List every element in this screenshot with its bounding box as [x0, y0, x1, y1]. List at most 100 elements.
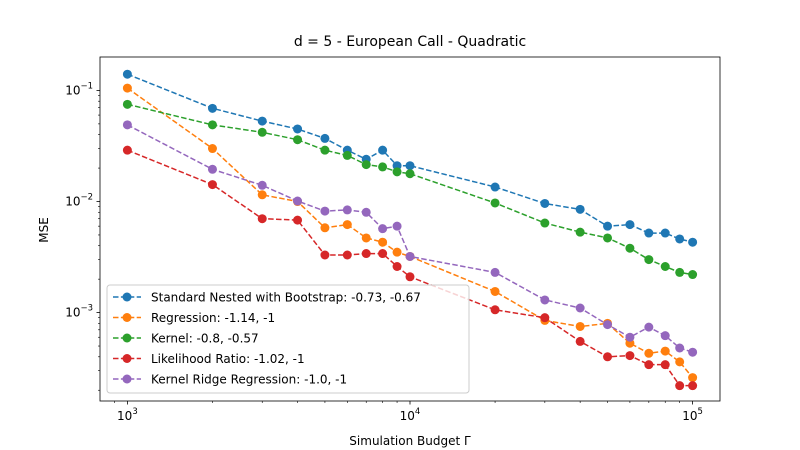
data-point [320, 145, 330, 155]
data-point [540, 295, 550, 305]
legend-label: Kernel: -0.8, -0.57 [151, 332, 259, 346]
y-tick-label: 10−2 [65, 193, 93, 209]
data-point [603, 352, 613, 362]
data-point [675, 234, 685, 244]
data-point [342, 250, 352, 260]
data-point [378, 145, 388, 155]
data-point [490, 198, 500, 208]
data-point [575, 227, 585, 237]
data-point [361, 207, 371, 217]
data-point [675, 343, 685, 353]
plot-area: 103 104 105 10−1 10−2 10−3 [65, 56, 721, 423]
data-point [490, 286, 500, 296]
legend-label: Regression: -1.14, -1 [151, 311, 275, 325]
data-point [405, 169, 415, 179]
data-point [405, 161, 415, 171]
data-point [490, 267, 500, 277]
data-point [540, 218, 550, 228]
data-point [122, 145, 132, 155]
data-point [122, 99, 132, 109]
data-point [378, 249, 388, 259]
data-point [257, 190, 267, 200]
data-point [644, 255, 654, 265]
data-point [257, 180, 267, 190]
data-point [342, 150, 352, 160]
data-point [293, 124, 303, 134]
data-point [660, 346, 670, 356]
data-point [378, 237, 388, 247]
data-point [378, 162, 388, 172]
data-point [361, 233, 371, 243]
data-point [257, 116, 267, 126]
data-point [122, 69, 132, 79]
x-tick-label: 105 [682, 407, 703, 423]
data-point [405, 272, 415, 282]
data-point [603, 233, 613, 243]
data-point [392, 167, 402, 177]
data-point [342, 205, 352, 215]
data-point [320, 250, 330, 260]
data-point [392, 262, 402, 272]
data-point [207, 180, 217, 190]
data-point [320, 133, 330, 143]
data-point [257, 214, 267, 224]
data-point [675, 381, 685, 391]
data-point [603, 221, 613, 231]
y-tick-label: 10−3 [65, 304, 93, 320]
legend-label: Standard Nested with Bootstrap: -0.73, -… [151, 291, 421, 305]
legend-label: Kernel Ridge Regression: -1.0, -1 [151, 373, 347, 387]
data-point [575, 303, 585, 313]
data-point [625, 332, 635, 342]
data-point [405, 251, 415, 261]
data-point [644, 360, 654, 370]
data-point [361, 249, 371, 259]
data-point [342, 220, 352, 230]
data-point [660, 262, 670, 272]
legend-marker [122, 333, 132, 343]
data-point [675, 357, 685, 367]
data-point [660, 331, 670, 341]
data-point [644, 228, 654, 238]
data-point [293, 135, 303, 145]
data-point [660, 228, 670, 238]
data-point [320, 206, 330, 216]
chart-title: d = 5 - European Call - Quadratic [294, 34, 526, 50]
data-point [575, 204, 585, 214]
data-point [644, 322, 654, 332]
x-tick-label: 103 [117, 407, 138, 423]
legend: Standard Nested with Bootstrap: -0.73, -… [106, 284, 470, 394]
y-axis-label: MSE [37, 217, 51, 243]
data-point [688, 347, 698, 357]
legend-marker [122, 354, 132, 363]
plot-frame [99, 56, 721, 402]
data-point [625, 351, 635, 361]
legend-marker [122, 292, 132, 302]
data-point [490, 305, 500, 315]
data-point [392, 247, 402, 257]
data-point [257, 127, 267, 137]
data-point [688, 237, 698, 247]
data-point [540, 198, 550, 208]
data-point [378, 224, 388, 234]
data-point [361, 160, 371, 170]
legend-box [106, 284, 470, 394]
data-point [644, 348, 654, 358]
data-point [688, 373, 698, 383]
data-point [675, 267, 685, 277]
legend-marker [122, 374, 132, 384]
legend-marker [122, 313, 132, 322]
data-point [293, 215, 303, 225]
data-point [392, 221, 402, 231]
data-point [320, 223, 330, 233]
data-point [625, 243, 635, 253]
x-tick-label: 104 [400, 407, 421, 423]
data-point [575, 321, 585, 331]
data-point [603, 320, 613, 330]
data-point [540, 313, 550, 323]
data-point [207, 144, 217, 154]
data-point [575, 336, 585, 346]
data-point [207, 103, 217, 113]
data-point [207, 120, 217, 130]
data-point [660, 360, 670, 370]
